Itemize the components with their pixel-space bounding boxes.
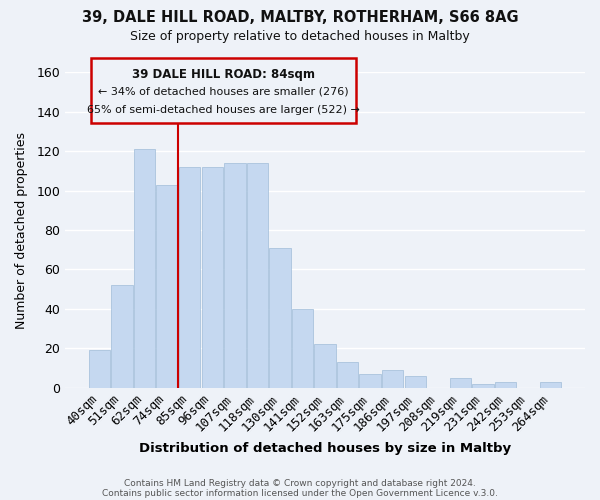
Text: 39 DALE HILL ROAD: 84sqm: 39 DALE HILL ROAD: 84sqm xyxy=(132,68,315,80)
Bar xyxy=(382,370,403,388)
Text: Size of property relative to detached houses in Maltby: Size of property relative to detached ho… xyxy=(130,30,470,43)
Y-axis label: Number of detached properties: Number of detached properties xyxy=(15,132,28,328)
Bar xyxy=(292,309,313,388)
Bar xyxy=(337,362,358,388)
Bar xyxy=(247,163,268,388)
Bar xyxy=(404,376,426,388)
Bar xyxy=(202,167,223,388)
Bar xyxy=(449,378,471,388)
Bar xyxy=(472,384,494,388)
Bar xyxy=(314,344,336,388)
Bar xyxy=(89,350,110,388)
FancyBboxPatch shape xyxy=(91,58,356,123)
Bar xyxy=(134,149,155,388)
Bar xyxy=(157,184,178,388)
X-axis label: Distribution of detached houses by size in Maltby: Distribution of detached houses by size … xyxy=(139,442,511,455)
Bar xyxy=(540,382,562,388)
Bar xyxy=(359,374,381,388)
Bar xyxy=(179,167,200,388)
Text: 65% of semi-detached houses are larger (522) →: 65% of semi-detached houses are larger (… xyxy=(87,106,360,116)
Text: 39, DALE HILL ROAD, MALTBY, ROTHERHAM, S66 8AG: 39, DALE HILL ROAD, MALTBY, ROTHERHAM, S… xyxy=(82,10,518,25)
Text: ← 34% of detached houses are smaller (276): ← 34% of detached houses are smaller (27… xyxy=(98,86,349,97)
Text: Contains HM Land Registry data © Crown copyright and database right 2024.: Contains HM Land Registry data © Crown c… xyxy=(124,478,476,488)
Bar xyxy=(111,286,133,388)
Text: Contains public sector information licensed under the Open Government Licence v.: Contains public sector information licen… xyxy=(102,488,498,498)
Bar xyxy=(224,163,245,388)
Bar xyxy=(269,248,290,388)
Bar xyxy=(495,382,516,388)
